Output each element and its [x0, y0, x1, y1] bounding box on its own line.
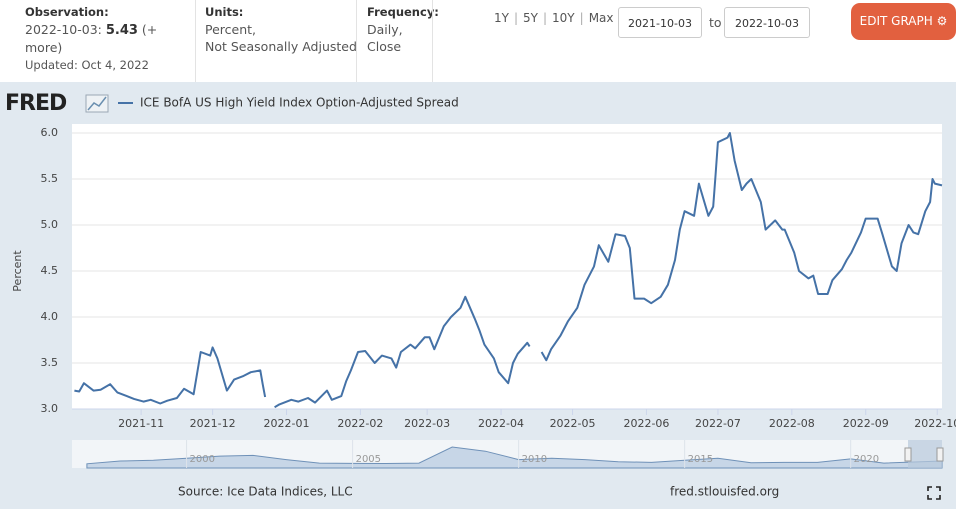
series-line: [540, 132, 943, 362]
navigator-tick-label: 2010: [522, 454, 547, 465]
range-separator: |: [579, 11, 584, 25]
y-tick-label: 4.0: [41, 310, 59, 323]
y-tick-label: 3.0: [41, 402, 59, 415]
navigator-handle[interactable]: [936, 447, 944, 462]
y-tick-label: 5.5: [41, 172, 59, 185]
observation: Observation: 2022-10-03: 5.43 (+ more) U…: [25, 3, 185, 74]
updated: Updated: Oct 4, 2022: [25, 58, 149, 72]
edit-graph-button[interactable]: EDIT GRAPH ⚙: [851, 3, 956, 40]
date-to[interactable]: 2022-10-03: [724, 7, 810, 38]
separator: [356, 0, 357, 82]
separator: [195, 0, 196, 82]
plot-area: [72, 124, 942, 409]
gear-icon: ⚙: [936, 14, 948, 28]
x-tick-label: 2022-04: [478, 417, 524, 430]
y-tick-label: 3.5: [41, 356, 59, 369]
x-tick-label: 2021-12: [190, 417, 236, 430]
units-line: Not Seasonally Adjusted: [205, 39, 357, 54]
header: Observation: 2022-10-03: 5.43 (+ more) U…: [0, 0, 956, 82]
y-axis-label: Percent: [11, 250, 24, 292]
observation-more[interactable]: (+ more): [25, 22, 158, 55]
fullscreen-icon[interactable]: [927, 486, 941, 500]
range-buttons: 1Y | 5Y | 10Y | Max: [494, 10, 614, 27]
x-tick-label: 2022-08: [769, 417, 815, 430]
range-separator: |: [542, 11, 548, 25]
x-tick-label: 2022-06: [623, 417, 669, 430]
observation-date: 2022-10-03:: [25, 22, 102, 37]
x-tick-label: 2022-01: [264, 417, 310, 430]
logo-icon-line: [87, 96, 107, 111]
x-tick-label: 2022-02: [337, 417, 383, 430]
frequency-line: Close: [367, 39, 402, 54]
range-separator: |: [513, 11, 519, 25]
x-tick-label: 2022-07: [695, 417, 741, 430]
navigator-tick-label: 2015: [688, 454, 713, 465]
units: Units: Percent, Not Seasonally Adjusted: [205, 3, 357, 55]
series-line: [274, 295, 531, 409]
separator: [432, 0, 433, 82]
range-button[interactable]: 1Y: [494, 11, 509, 25]
navigator-handle[interactable]: [904, 447, 912, 462]
frequency: Frequency: Daily, Close: [367, 3, 439, 55]
navigator-tick-label: 2020: [854, 454, 879, 465]
range-button[interactable]: 5Y: [523, 11, 538, 25]
navigator-tick-label: 2000: [190, 454, 215, 465]
logo: FRED: [5, 91, 67, 116]
observation-value: 5.43: [105, 23, 138, 38]
units-line: Percent,: [205, 22, 257, 37]
x-tick-label: 2022-05: [550, 417, 596, 430]
legend-label: ICE BofA US High Yield Index Option-Adju…: [140, 96, 459, 110]
source: Source: Ice Data Indices, LLC: [178, 485, 353, 499]
range-button[interactable]: 10Y: [552, 11, 575, 25]
observation-label: Observation:: [25, 5, 109, 19]
frequency-line: Daily,: [367, 22, 403, 37]
navigator-tick-label: 2005: [356, 454, 381, 465]
x-tick-label: 2022-09: [843, 417, 889, 430]
site-link[interactable]: fred.stlouisfed.org: [670, 485, 779, 499]
range-button[interactable]: Max: [588, 11, 614, 25]
navigator-selection[interactable]: [908, 440, 942, 468]
x-tick-label: 2022-10: [914, 417, 956, 430]
y-tick-label: 4.5: [41, 264, 59, 277]
y-tick-label: 5.0: [41, 218, 59, 231]
frequency-label: Frequency:: [367, 5, 439, 19]
x-tick-label: 2022-03: [404, 417, 450, 430]
y-tick-label: 6.0: [41, 126, 59, 139]
date-from[interactable]: 2021-10-03: [618, 7, 702, 38]
series-line: [74, 346, 267, 405]
units-label: Units:: [205, 5, 244, 19]
x-tick-label: 2021-11: [118, 417, 164, 430]
edit-graph-label: EDIT GRAPH: [859, 14, 933, 28]
date-to-label: to: [709, 15, 722, 30]
logo-icon: [85, 94, 109, 113]
